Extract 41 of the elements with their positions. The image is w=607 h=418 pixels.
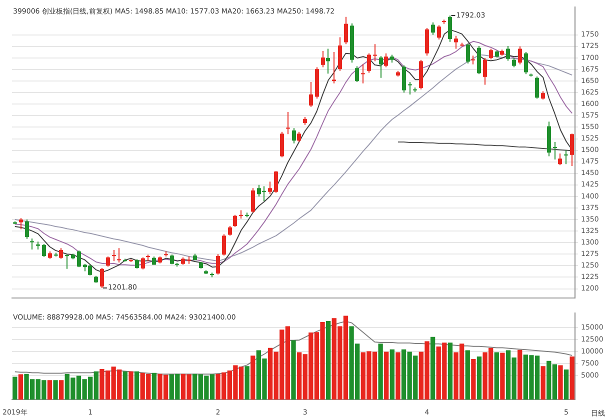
candlestick [286, 112, 290, 134]
bar [12, 376, 18, 400]
bar [59, 380, 64, 400]
bar [18, 374, 24, 400]
candlestick [564, 150, 568, 164]
candlestick [65, 254, 69, 269]
bar [540, 366, 546, 400]
bar [494, 352, 499, 400]
candlestick [332, 52, 336, 84]
candlestick [112, 250, 116, 262]
bar [128, 371, 134, 400]
bar [518, 350, 522, 400]
bar [152, 372, 157, 400]
candlestick [471, 56, 475, 64]
bar [396, 352, 400, 400]
bar [134, 371, 140, 400]
bar [390, 349, 394, 400]
bar [471, 358, 476, 400]
candlestick [373, 44, 377, 62]
bar [476, 356, 482, 400]
bar [250, 356, 256, 400]
bar [570, 356, 574, 400]
bar [448, 342, 453, 400]
bar [378, 344, 383, 400]
candlestick [408, 82, 412, 94]
candlestick [30, 238, 34, 250]
bar [47, 380, 52, 400]
bar [430, 336, 436, 400]
candlestick [361, 64, 365, 84]
candlestick [117, 248, 121, 262]
bar [291, 340, 296, 400]
candlestick [553, 142, 557, 160]
bar [122, 371, 128, 400]
bar [564, 370, 569, 400]
bar [326, 321, 331, 400]
bar [384, 352, 389, 400]
bar [244, 366, 250, 400]
bar [500, 352, 505, 400]
bar [558, 365, 563, 400]
bar [465, 350, 470, 400]
bar [53, 380, 58, 400]
